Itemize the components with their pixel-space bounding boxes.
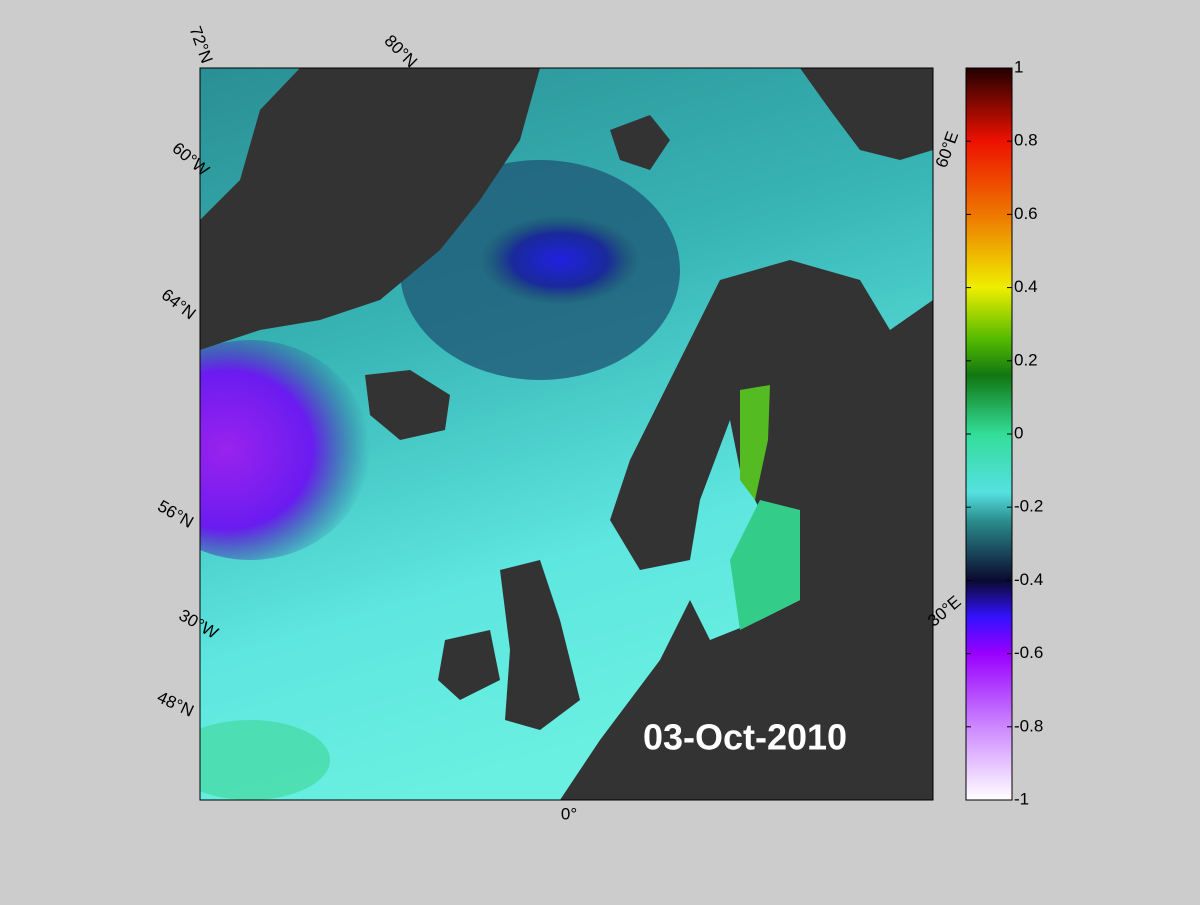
graticule-label: 64°N [158,285,200,323]
colorbar-tick-label: -0.4 [1014,570,1043,589]
colorbar-tick-label: -1 [1014,789,1029,808]
colorbar-tick-label: -0.8 [1014,716,1043,735]
colorbar-tick-label: -0.2 [1014,497,1043,516]
graticule-label: 56°N [154,496,196,531]
colorbar-tick-label: -0.6 [1014,643,1043,662]
graticule-label: 80°N [381,31,421,71]
map-frame [199,67,934,801]
colorbar-tick-label: 1 [1014,57,1023,76]
graticule-label: 72°N [186,24,217,66]
graticule-label: 60°E [932,129,963,170]
colorbar-tick-label: 0 [1014,423,1023,442]
graticule-label: 48°N [154,687,196,720]
map-panel: 03-Oct-2010 [200,68,933,800]
graticule-label: 0° [561,804,577,823]
date-label: 03-Oct-2010 [643,717,847,758]
colorbar [965,67,1013,801]
colorbar-tick-label: 0.6 [1014,204,1038,223]
colorbar-tick-label: 0.2 [1014,350,1038,369]
colorbar-tick-label: 0.8 [1014,131,1038,150]
colorbar-tick-label: 0.4 [1014,277,1038,296]
